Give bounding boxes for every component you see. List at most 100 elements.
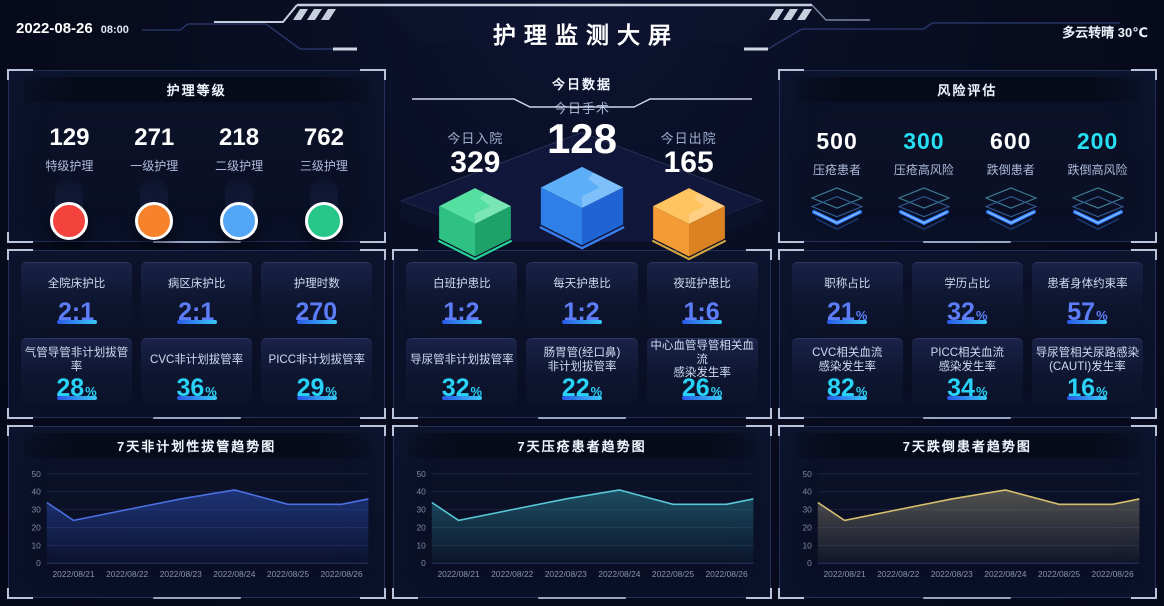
stat-label: 夜班护患比 xyxy=(673,277,731,290)
risk-value: 300 xyxy=(903,128,945,154)
stat-label: 护理时数 xyxy=(293,277,340,290)
svg-text:50: 50 xyxy=(417,469,427,479)
svg-text:30: 30 xyxy=(31,505,41,515)
underline-decoration xyxy=(56,396,97,400)
svg-text:50: 50 xyxy=(31,469,41,479)
stat-card: 肠胃管(经口鼻) 非计划拔管率 22% xyxy=(526,338,638,405)
level-dot-icon xyxy=(304,202,343,240)
risk-label: 跌倒患者 xyxy=(986,163,1035,177)
panel-title-bar: 风险评估 xyxy=(793,77,1141,102)
stat-card: CVC相关血流 感染发生率 82% xyxy=(791,338,903,405)
svg-text:2022/08/25: 2022/08/25 xyxy=(652,569,694,579)
level-indicator-icon xyxy=(132,178,176,240)
stat-label: CVC相关血流 感染发生率 xyxy=(812,346,883,373)
level-indicator-icon xyxy=(217,178,261,240)
nursing-level-item: 762 三级护理 xyxy=(300,124,348,240)
stacked-layers-icon xyxy=(810,187,864,230)
panel-bottom-notch xyxy=(537,417,626,419)
stat-label: 学历占比 xyxy=(944,277,991,290)
svg-text:40: 40 xyxy=(802,487,812,497)
svg-text:2022/08/22: 2022/08/22 xyxy=(877,569,919,579)
blue-cube-icon xyxy=(539,166,625,250)
stat-card: 每天护患比 1:2 xyxy=(526,262,638,329)
panel-trend-falls: 7天跌倒患者趋势图 0 10 20 30 40 50 2022/08/21 2022/08/2… xyxy=(777,425,1157,599)
today-item-label: 今日出院 xyxy=(660,131,717,146)
stat-card-grid: 职称占比 21% 学历占比 32% 患者身体约束率 57% CVC相关血流 感染发… xyxy=(780,251,1155,417)
stat-label: 每天护患比 xyxy=(553,277,611,290)
underline-decoration xyxy=(1067,320,1108,324)
underline-decoration xyxy=(441,396,482,400)
underline-decoration xyxy=(827,320,868,324)
today-surgeries: 今日手术 128 xyxy=(497,98,667,255)
header-tech-lines-decoration xyxy=(142,2,1120,51)
panel-today-data: 今日数据 今日入院 329 今日手术 128 xyxy=(393,70,770,260)
stat-card: 护理时数 270 xyxy=(261,262,373,329)
stat-card: 导尿管非计划拔管率 32% xyxy=(406,338,518,405)
today-item-label: 今日入院 xyxy=(447,131,504,146)
svg-text:30: 30 xyxy=(417,505,427,515)
level-value: 129 xyxy=(49,124,90,151)
today-item-value: 128 xyxy=(546,115,618,162)
dashboard-grid: 护理等级 129 特级护理 271 一级护理 xyxy=(0,66,1164,606)
stat-card: 气管导管非计划拔管率 28% xyxy=(21,338,133,405)
green-cube-icon xyxy=(438,187,513,260)
stat-card: 中心血管导管相关血流 感染发生率 26% xyxy=(646,338,758,405)
stat-card: 全院床护比 2:1 xyxy=(21,262,133,329)
svg-text:2022/08/23: 2022/08/23 xyxy=(545,569,587,579)
stat-label: 职称占比 xyxy=(824,277,871,290)
risk-item: 300 压疮高风险 xyxy=(893,128,955,239)
risk-label: 跌倒高风险 xyxy=(1067,163,1128,177)
underline-decoration xyxy=(296,320,337,324)
level-dot-icon xyxy=(220,202,259,240)
panel-bottom-notch xyxy=(152,417,241,419)
stat-label: 导尿管相关尿路感染 (CAUTI)发生率 xyxy=(1035,346,1140,373)
chart-title: 7天非计划性拔管趋势图 xyxy=(117,439,277,454)
svg-text:2022/08/25: 2022/08/25 xyxy=(267,569,309,579)
underline-decoration xyxy=(441,320,482,324)
panel-bottom-notch xyxy=(152,241,241,243)
level-label: 二级护理 xyxy=(215,159,264,173)
stat-label: PICC相关血流 感染发生率 xyxy=(930,346,1005,373)
stat-label: 患者身体约束率 xyxy=(1047,277,1128,290)
svg-text:30: 30 xyxy=(802,505,812,515)
svg-text:50: 50 xyxy=(802,469,812,479)
underline-decoration xyxy=(176,320,217,324)
stat-card: 学历占比 32% xyxy=(911,262,1023,329)
underline-decoration xyxy=(682,320,723,324)
risk-value: 600 xyxy=(990,128,1032,154)
panel-trend-pressure-ulcer: 7天压疮患者趋势图 0 10 20 30 40 50 2022/08/21 2022/08/2… xyxy=(392,425,772,599)
panel-title: 护理等级 xyxy=(166,83,227,98)
nursing-level-item: 218 二级护理 xyxy=(215,124,263,240)
level-value: 271 xyxy=(134,124,175,151)
svg-text:2022/08/23: 2022/08/23 xyxy=(930,569,972,579)
underline-decoration xyxy=(947,396,988,400)
level-label: 特级护理 xyxy=(45,159,94,173)
orange-cube-icon xyxy=(651,187,726,260)
svg-text:2022/08/21: 2022/08/21 xyxy=(438,569,480,579)
risk-value: 200 xyxy=(1076,128,1119,154)
svg-text:20: 20 xyxy=(417,522,427,532)
today-item-value: 329 xyxy=(450,146,501,179)
level-value: 762 xyxy=(303,124,344,151)
svg-text:20: 20 xyxy=(802,522,812,532)
svg-text:2022/08/21: 2022/08/21 xyxy=(52,569,94,579)
stacked-layers-icon xyxy=(1071,187,1125,230)
panel-trend-extubation: 7天非计划性拔管趋势图 0 10 20 30 40 50 2022/08/21 2022/08… xyxy=(7,425,387,599)
extubation-trend-chart: 0 10 20 30 40 50 2022/08/21 2022/08/22 2022/08/2… xyxy=(17,462,376,593)
stat-label: 中心血管导管相关血流 感染发生率 xyxy=(650,339,754,380)
svg-text:0: 0 xyxy=(36,558,41,568)
stat-label: CVC非计划拔管率 xyxy=(150,353,244,366)
level-label: 一级护理 xyxy=(130,159,179,173)
risk-item: 500 压疮患者 xyxy=(806,128,868,239)
level-label: 三级护理 xyxy=(299,159,348,173)
level-indicator-icon xyxy=(47,178,91,240)
page-title: 护理监测大屏 xyxy=(492,22,680,48)
svg-text:2022/08/26: 2022/08/26 xyxy=(1091,569,1133,579)
risk-list: 500 压疮患者 300 压疮高风险 xyxy=(780,102,1155,239)
stat-card-grid: 全院床护比 2:1 病区床护比 2:1 护理时数 270 气管导管非计划拔管率 … xyxy=(9,251,384,417)
stat-card: 职称占比 21% xyxy=(791,262,903,329)
panel-staff-infection-stats: 职称占比 21% 学历占比 32% 患者身体约束率 57% CVC相关血流 感染发… xyxy=(777,249,1157,419)
stacked-layers-icon xyxy=(984,187,1038,230)
level-value: 218 xyxy=(219,124,260,151)
svg-text:2022/08/22: 2022/08/22 xyxy=(106,569,148,579)
